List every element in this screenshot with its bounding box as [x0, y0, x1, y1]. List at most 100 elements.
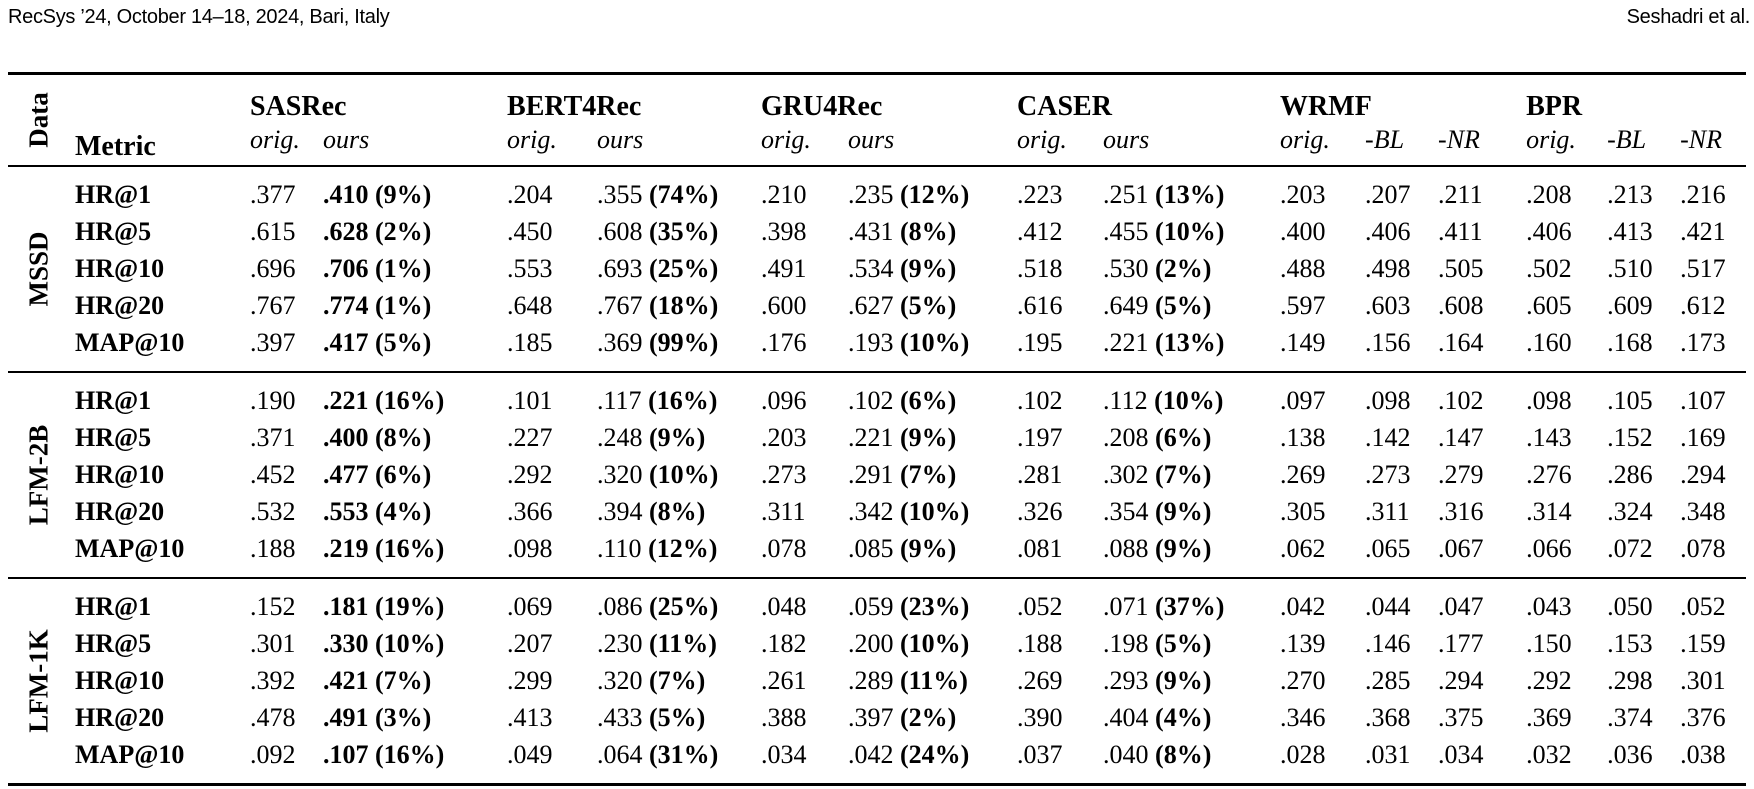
cell-caser-orig: .037: [1017, 740, 1063, 769]
cell-value: .397: [848, 703, 894, 732]
cell-value: .706: [323, 254, 369, 283]
cell-gain-percent: (4%): [375, 497, 432, 526]
cell-bert4rec-orig: .413: [507, 703, 553, 732]
cell-value: .320: [597, 460, 643, 489]
cell-wrmf-orig: .488: [1280, 254, 1326, 283]
cell-gru4rec-orig: .210: [761, 180, 807, 209]
cell-wrmf-bl: .044: [1365, 592, 1411, 621]
cell-bpr-orig: .314: [1526, 497, 1572, 526]
cell-caser-orig: .518: [1017, 254, 1063, 283]
cell-wrmf-orig: .062: [1280, 534, 1326, 563]
table-row: HR@5.615.628 (2%) .450.608 (35%) .398.431 …: [8, 213, 1746, 250]
cell-caser-ours: .088 (9%): [1103, 530, 1280, 578]
cell-gru4rec-ours: .042 (24%): [848, 736, 1017, 785]
cell-bpr-nr: .294: [1680, 460, 1726, 489]
cell-value: .110: [597, 534, 642, 563]
cell-wrmf-nr: .505: [1438, 254, 1484, 283]
table-row: HR@10.392.421 (7%) .299.320 (7%) .261.289 …: [8, 662, 1746, 699]
cell-sasrec-orig: .696: [250, 254, 296, 283]
cell-bert4rec-ours: .767 (18%): [597, 287, 761, 324]
cell-value: .693: [597, 254, 643, 283]
cell-caser-orig: .188: [1017, 629, 1063, 658]
cell-caser-ours: .221 (13%): [1103, 324, 1280, 372]
subcol-header-bpr-orig: orig.: [1526, 125, 1576, 154]
metric-label: HR@5: [75, 629, 152, 658]
cell-value: .553: [323, 497, 369, 526]
cell-sasrec-ours: .491 (3%): [323, 699, 507, 736]
cell-wrmf-orig: .138: [1280, 423, 1326, 452]
cell-sasrec-orig: .532: [250, 497, 296, 526]
cell-caser-orig: .102: [1017, 386, 1063, 415]
cell-wrmf-orig: .270: [1280, 666, 1326, 695]
metric-label: HR@10: [75, 460, 165, 489]
cell-value: .394: [597, 497, 643, 526]
cell-value: .117: [597, 386, 642, 415]
cell-sasrec-ours: .553 (4%): [323, 493, 507, 530]
dataset-group-mssd: MSSD HR@1.377.410 (9%) .204.355 (74%) .210.…: [8, 166, 1746, 372]
cell-gain-percent: (8%): [649, 497, 706, 526]
subcol-header-bpr-bl: -BL: [1607, 125, 1647, 154]
cell-gain-percent: (37%): [1155, 592, 1225, 621]
cell-caser-orig: .616: [1017, 291, 1063, 320]
cell-bpr-nr: .038: [1680, 740, 1726, 769]
cell-gain-percent: (9%): [1155, 497, 1212, 526]
cell-value: .608: [597, 217, 643, 246]
cell-wrmf-orig: .269: [1280, 460, 1326, 489]
subcol-header-wrmf-bl: -BL: [1365, 125, 1405, 154]
col-header-metric: Metric: [75, 131, 156, 162]
running-head: RecSys ’24, October 14–18, 2024, Bari, I…: [0, 0, 1754, 29]
cell-wrmf-bl: .498: [1365, 254, 1411, 283]
cell-value: .320: [597, 666, 643, 695]
cell-gru4rec-orig: .203: [761, 423, 807, 452]
cell-value: .530: [1103, 254, 1149, 283]
cell-sasrec-orig: .377: [250, 180, 296, 209]
cell-gain-percent: (8%): [1155, 740, 1212, 769]
cell-gain-percent: (1%): [375, 291, 432, 320]
dataset-label-cell: MSSD: [8, 166, 75, 372]
cell-value: .102: [848, 386, 894, 415]
table-row: HR@5.371.400 (8%) .227.248 (9%) .203.221 (…: [8, 419, 1746, 456]
cell-bpr-nr: .612: [1680, 291, 1726, 320]
cell-wrmf-nr: .411: [1438, 217, 1483, 246]
cell-caser-orig: .281: [1017, 460, 1063, 489]
cell-wrmf-orig: .097: [1280, 386, 1326, 415]
cell-value: .198: [1103, 629, 1149, 658]
cell-wrmf-orig: .028: [1280, 740, 1326, 769]
subcol-header-bpr-nr: -NR: [1680, 125, 1722, 154]
header-row-subcols: orig. ours orig. ours orig. ours orig. ours orig…: [8, 125, 1746, 166]
cell-bpr-orig: .066: [1526, 534, 1572, 563]
cell-value: .059: [848, 592, 894, 621]
cell-wrmf-nr: .608: [1438, 291, 1484, 320]
running-head-left: RecSys ’24, October 14–18, 2024, Bari, I…: [8, 6, 390, 28]
cell-bpr-bl: .072: [1607, 534, 1653, 563]
cell-bert4rec-ours: .064 (31%): [597, 736, 761, 785]
cell-value: .330: [323, 629, 369, 658]
cell-value: .534: [848, 254, 894, 283]
cell-bpr-bl: .105: [1607, 386, 1653, 415]
table-row: HR@20.478.491 (3%) .413.433 (5%) .388.397 …: [8, 699, 1746, 736]
cell-sasrec-ours: .477 (6%): [323, 456, 507, 493]
header-row-models: Data Metric SASRec BERT4Rec GRU4Rec CASER WRMF…: [8, 74, 1746, 162]
cell-value: .342: [848, 497, 894, 526]
col-header-data: Data: [8, 74, 75, 167]
table-row: MAP@10.188.219 (16%) .098.110 (12%) .078.0…: [8, 530, 1746, 578]
cell-gain-percent: (7%): [649, 666, 706, 695]
cell-sasrec-ours: .706 (1%): [323, 250, 507, 287]
cell-caser-orig: .081: [1017, 534, 1063, 563]
table-header: Data Metric SASRec BERT4Rec GRU4Rec CASER WRMF…: [8, 74, 1747, 166]
subcol-header-wrmf-orig: orig.: [1280, 125, 1330, 154]
cell-wrmf-orig: .203: [1280, 180, 1326, 209]
cell-sasrec-ours: .628 (2%): [323, 213, 507, 250]
metric-label: MAP@10: [75, 740, 185, 769]
cell-sasrec-ours: .219 (16%): [323, 530, 507, 578]
cell-gain-percent: (31%): [649, 740, 719, 769]
cell-sasrec-ours: .181 (19%): [323, 578, 507, 625]
cell-bert4rec-orig: .069: [507, 592, 553, 621]
cell-bpr-bl: .050: [1607, 592, 1653, 621]
cell-gain-percent: (2%): [375, 217, 432, 246]
cell-bpr-orig: .150: [1526, 629, 1572, 658]
cell-gain-percent: (12%): [900, 180, 970, 209]
cell-bpr-bl: .168: [1607, 328, 1653, 357]
cell-value: .400: [323, 423, 369, 452]
cell-gain-percent: (4%): [1155, 703, 1212, 732]
